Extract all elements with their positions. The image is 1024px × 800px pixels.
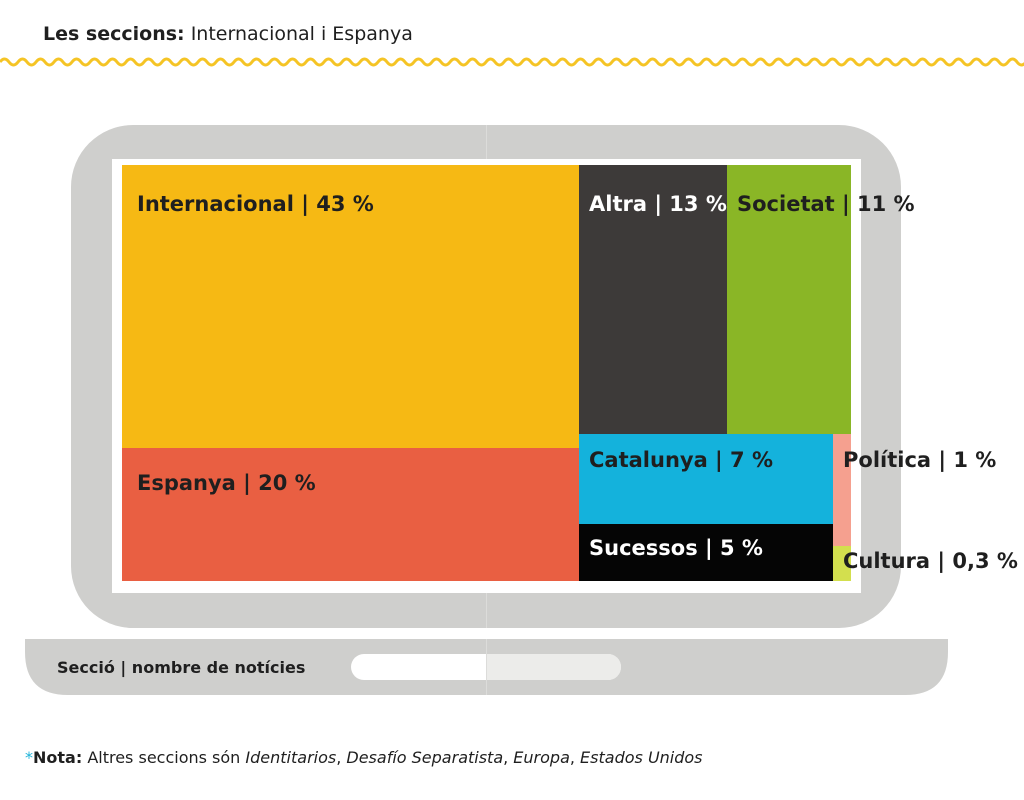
footnote-item-2: Desafío Separatista xyxy=(346,748,504,767)
footnote-item-1: Identitarios xyxy=(245,748,337,767)
cell-societat xyxy=(727,165,851,434)
footnote-item-3: Europa xyxy=(513,748,570,767)
cell-altra xyxy=(579,165,727,434)
label-politica: Política | 1 % xyxy=(843,448,997,472)
cell-internacional xyxy=(122,165,579,448)
footnote-label: Nota: xyxy=(33,748,83,767)
cell-politica xyxy=(833,434,851,546)
laptop-trackpad-right xyxy=(487,654,621,680)
header-title: Internacional i Espanya xyxy=(190,23,413,45)
footnote-item-4: Estados Unidos xyxy=(580,748,703,767)
footnote-asterisk: * xyxy=(25,748,33,767)
footnote-sep-3: , xyxy=(569,748,581,767)
label-societat: Societat | 11 % xyxy=(737,192,915,216)
footnote-sep-2: , xyxy=(503,748,514,767)
footnote-sep-1: , xyxy=(336,748,347,767)
cell-catalunya xyxy=(579,434,833,524)
cell-sucessos xyxy=(579,524,833,581)
cell-espanya xyxy=(122,448,579,581)
label-internacional: Internacional | 43 % xyxy=(137,192,374,216)
label-altra: Altra | 13 % xyxy=(589,192,727,216)
label-sucessos: Sucessos | 5 % xyxy=(589,536,763,560)
label-cultura: Cultura | 0,3 % xyxy=(843,549,1018,573)
wavy-divider xyxy=(0,57,1024,67)
cell-cultura xyxy=(833,546,851,581)
footnote: *Nota: Altres seccions són Identitarios,… xyxy=(25,747,703,769)
chart-header: Les seccions: Internacional i Espanya xyxy=(43,22,413,46)
label-espanya: Espanya | 20 % xyxy=(137,471,316,495)
legend-label: Secció | nombre de notícies xyxy=(57,658,306,677)
footnote-text: Altres seccions són xyxy=(82,748,246,767)
header-prefix: Les seccions: xyxy=(43,23,185,45)
label-catalunya: Catalunya | 7 % xyxy=(589,448,774,472)
